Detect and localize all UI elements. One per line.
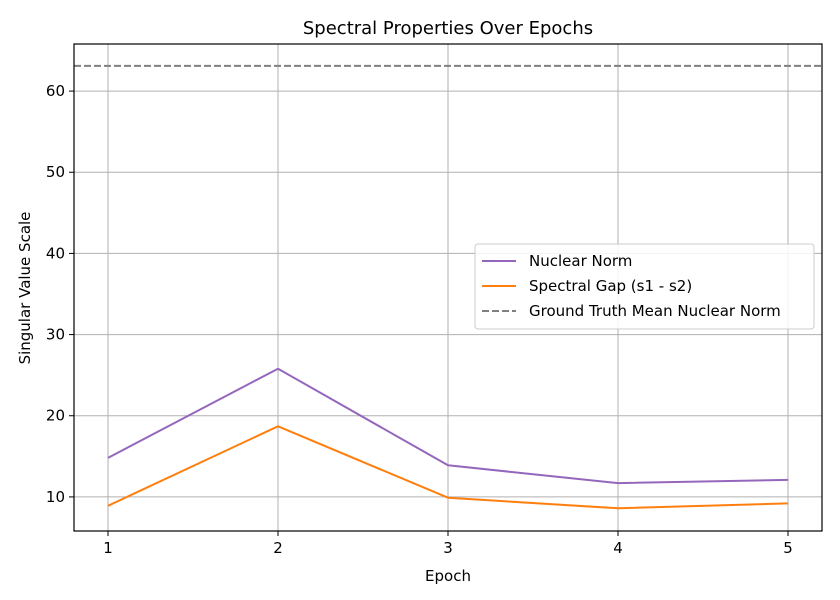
x-tick-label: 3	[443, 539, 453, 557]
y-tick-label: 10	[46, 488, 65, 506]
y-tick-label: 30	[46, 326, 65, 344]
legend-label: Ground Truth Mean Nuclear Norm	[529, 302, 781, 320]
legend-label: Nuclear Norm	[529, 252, 632, 270]
series-line-1	[107, 425, 789, 510]
plot-area	[74, 64, 822, 510]
legend: Nuclear Norm Spectral Gap (s1 - s2) Ground…	[474, 243, 815, 330]
x-tick-label: 5	[783, 539, 793, 557]
x-tick-label: 4	[613, 539, 623, 557]
legend-label: Spectral Gap (s1 - s2)	[529, 277, 692, 295]
y-axis-label: Singular Value Scale	[16, 212, 34, 365]
ticks: 1 2 3 4 5 10 20 30 40 50 60	[46, 82, 793, 557]
y-tick-label: 20	[46, 407, 65, 425]
y-tick-label: 40	[46, 244, 65, 262]
y-tick-label: 60	[46, 82, 65, 100]
chart-title: Spectral Properties Over Epochs	[303, 18, 593, 39]
y-tick-label: 50	[46, 163, 65, 181]
x-tick-label: 1	[103, 539, 113, 557]
x-tick-label: 2	[273, 539, 283, 557]
legend-box	[474, 243, 815, 330]
x-axis-label: Epoch	[425, 567, 471, 585]
series-line-0	[107, 367, 789, 485]
